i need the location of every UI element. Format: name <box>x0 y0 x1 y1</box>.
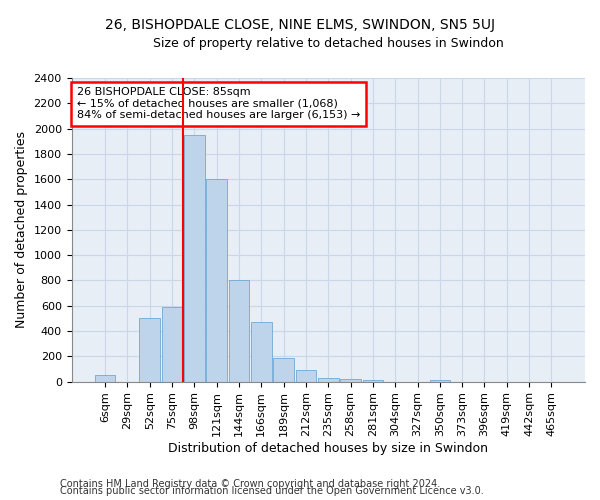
Bar <box>274 358 294 382</box>
Text: Contains public sector information licensed under the Open Government Licence v3: Contains public sector information licen… <box>60 486 484 496</box>
Text: Contains HM Land Registry data © Crown copyright and database right 2024.: Contains HM Land Registry data © Crown c… <box>60 479 440 489</box>
Bar <box>95 374 115 382</box>
Bar <box>229 280 249 382</box>
Bar <box>139 318 160 382</box>
Bar <box>251 322 272 382</box>
X-axis label: Distribution of detached houses by size in Swindon: Distribution of detached houses by size … <box>168 442 488 455</box>
Title: Size of property relative to detached houses in Swindon: Size of property relative to detached ho… <box>153 38 503 51</box>
Bar <box>318 378 338 382</box>
Text: 26, BISHOPDALE CLOSE, NINE ELMS, SWINDON, SN5 5UJ: 26, BISHOPDALE CLOSE, NINE ELMS, SWINDON… <box>105 18 495 32</box>
Bar <box>430 380 450 382</box>
Y-axis label: Number of detached properties: Number of detached properties <box>15 132 28 328</box>
Bar <box>184 135 205 382</box>
Bar <box>296 370 316 382</box>
Bar <box>362 380 383 382</box>
Bar <box>206 179 227 382</box>
Text: 26 BISHOPDALE CLOSE: 85sqm
← 15% of detached houses are smaller (1,068)
84% of s: 26 BISHOPDALE CLOSE: 85sqm ← 15% of deta… <box>77 87 360 120</box>
Bar <box>340 379 361 382</box>
Bar <box>162 307 182 382</box>
